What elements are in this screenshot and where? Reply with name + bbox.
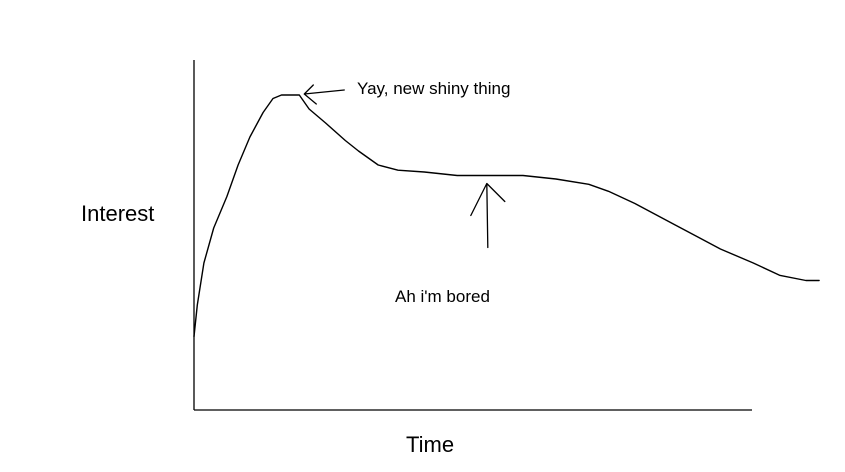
bored-annotation-arrow (470, 182, 506, 249)
x-axis-label: Time (406, 432, 455, 457)
annotation-shiny: Yay, new shiny thing (357, 79, 511, 98)
annotation-bored: Ah i'm bored (395, 287, 490, 306)
interest-curve (193, 94, 820, 338)
y-axis-label: Interest (81, 201, 155, 226)
shiny-annotation-arrow (303, 84, 345, 105)
